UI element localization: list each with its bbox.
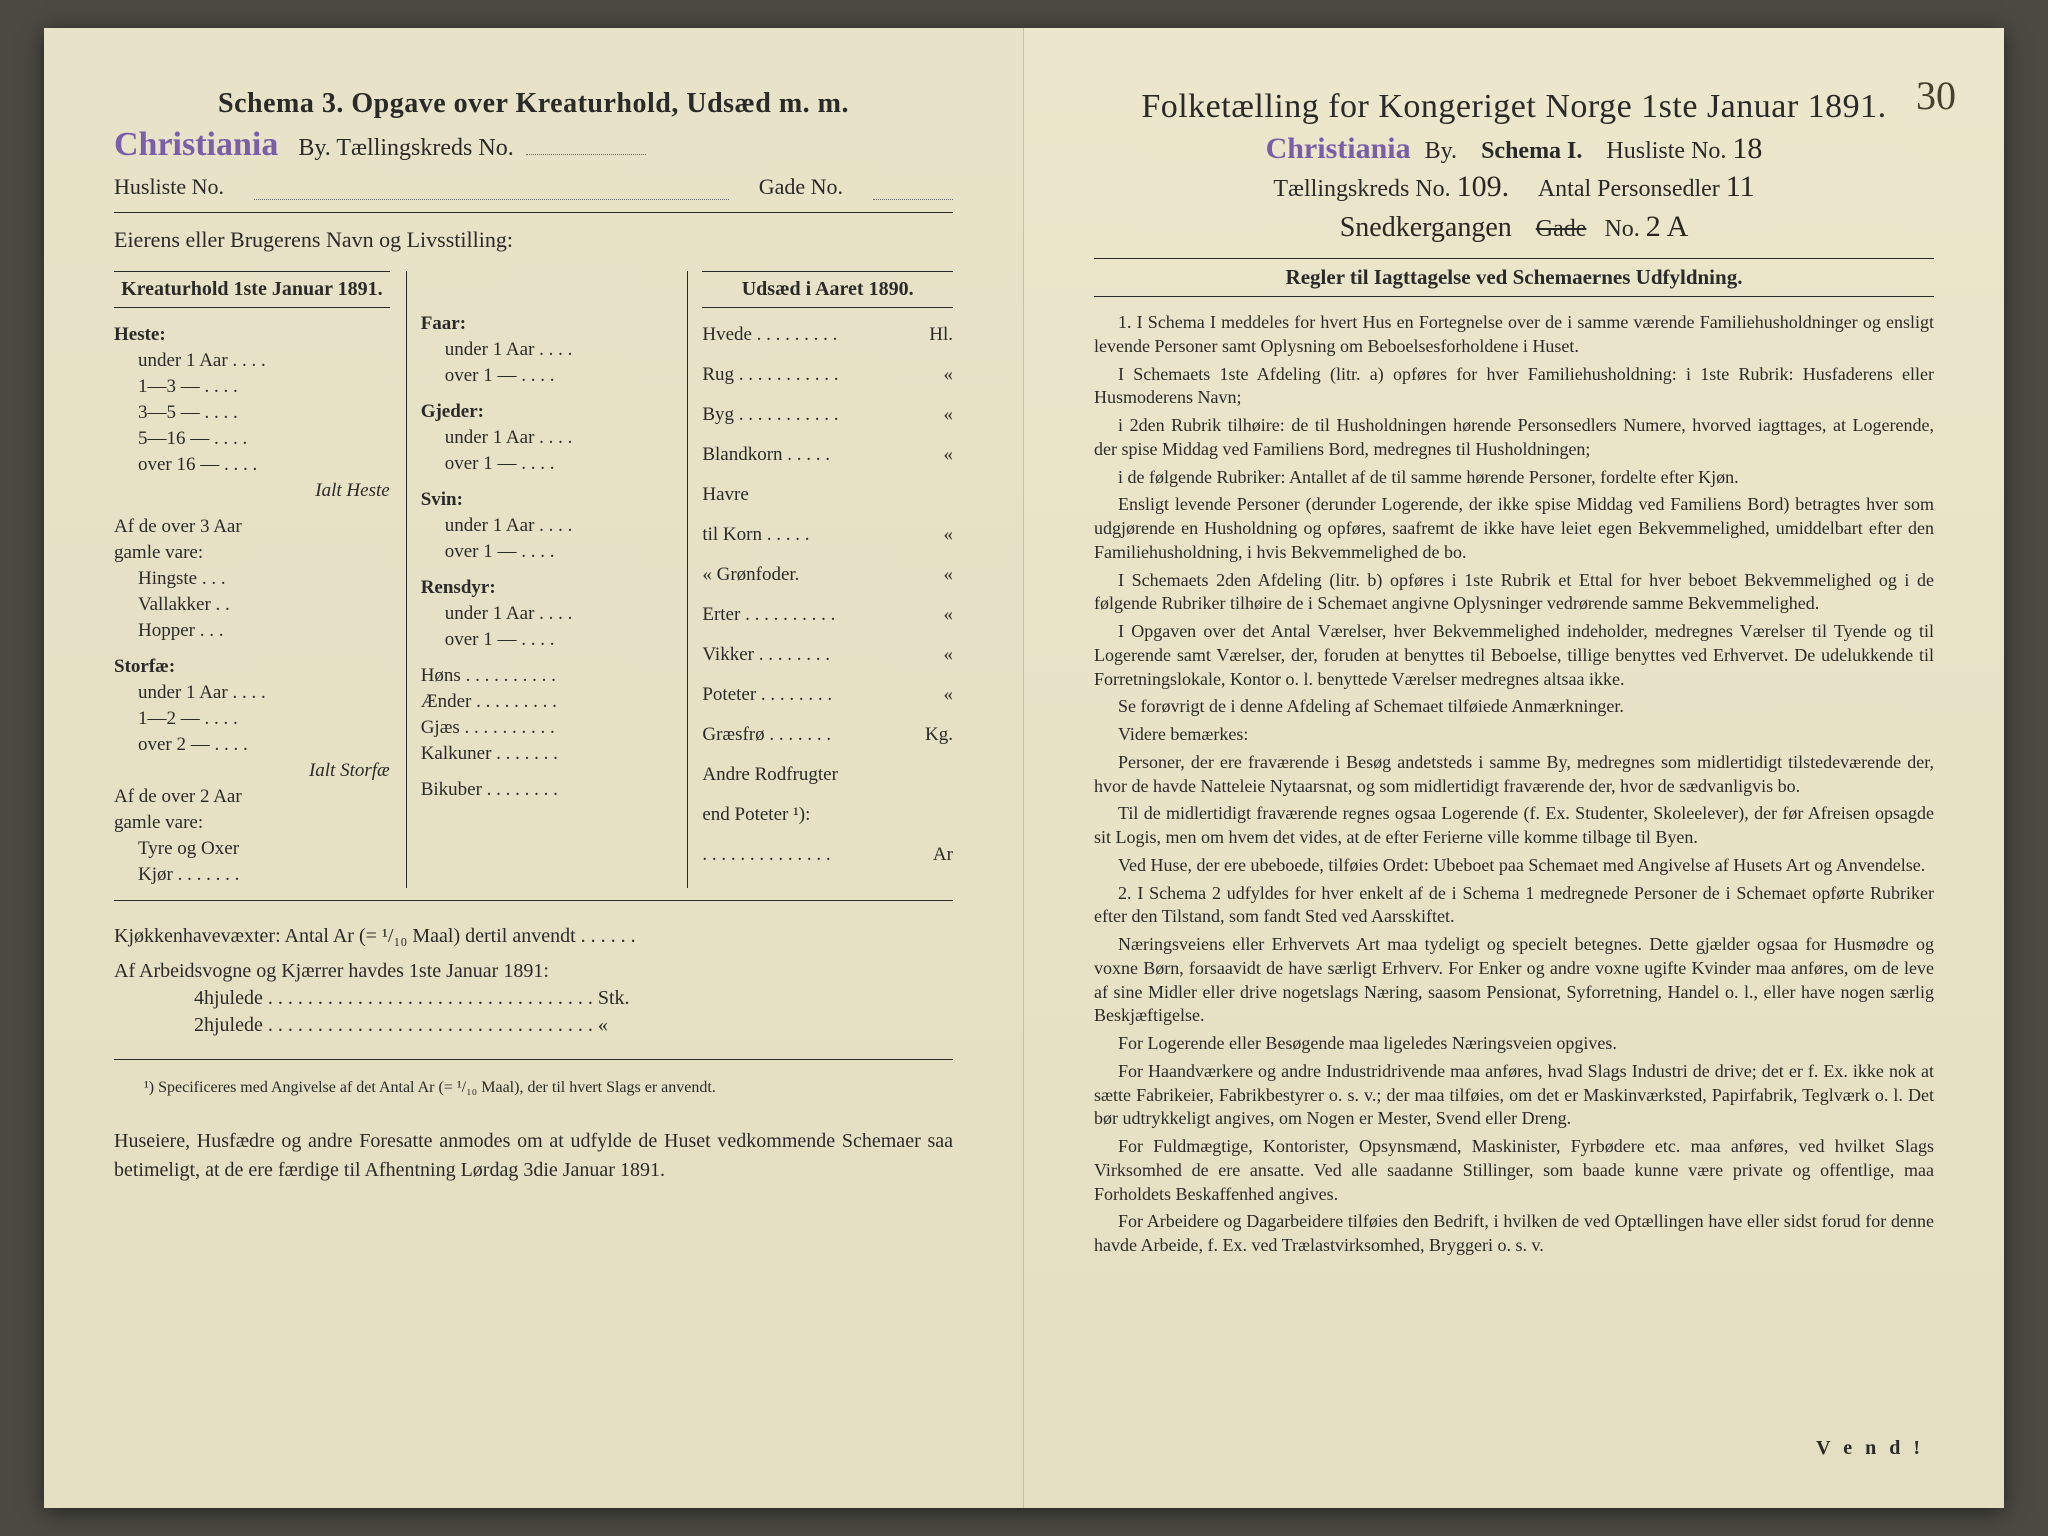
vend-label: V e n d ! bbox=[1816, 1437, 1924, 1460]
rule-paragraph: Ved Huse, der ere ubeboede, tilføies Ord… bbox=[1094, 854, 1934, 878]
left-title: Schema 3. Opgave over Kreaturhold, Udsæd… bbox=[218, 88, 849, 119]
footnote: ¹) Specificeres med Angivelse af det Ant… bbox=[114, 1078, 953, 1099]
udsaed-row: Rug . . . . . . . . . . .« bbox=[702, 362, 953, 388]
rule-paragraph: Personer, der ere fraværende i Besøg and… bbox=[1094, 751, 1934, 799]
udsaed-row: Blandkorn . . . . .« bbox=[702, 442, 953, 468]
udsaed-row: . . . . . . . . . . . . . .Ar bbox=[702, 842, 953, 868]
rule-paragraph: I Schemaets 2den Afdeling (litr. b) opfø… bbox=[1094, 569, 1934, 617]
right-stamp: Christiania bbox=[1266, 132, 1411, 166]
by-kreds-label: By. Tællingskreds No. bbox=[298, 135, 513, 162]
book-spread: Schema 3. Opgave over Kreaturhold, Udsæd… bbox=[44, 28, 2004, 1508]
udsaed-row: Byg . . . . . . . . . . .« bbox=[702, 402, 953, 428]
udsaed-row: end Poteter ¹): bbox=[702, 802, 953, 828]
closing-text: Huseiere, Husfædre og andre Foresatte an… bbox=[114, 1127, 953, 1185]
kreds-no-slot bbox=[526, 154, 646, 155]
rules-body: 1. I Schema I meddeles for hvert Hus en … bbox=[1094, 311, 1934, 1258]
street-hand: Snedkergangen bbox=[1340, 212, 1512, 243]
rule-paragraph: Videre bemærkes: bbox=[1094, 723, 1934, 747]
rule-paragraph: For Fuldmægtige, Kontorister, Opsynsmænd… bbox=[1094, 1135, 1934, 1206]
udsaed-row: « Grønfoder.« bbox=[702, 562, 953, 588]
rule-paragraph: For Arbeidere og Dagarbeidere tilføies d… bbox=[1094, 1210, 1934, 1258]
kreds-no-hand: 109. bbox=[1457, 170, 1510, 203]
udsaed-header: Udsæd i Aaret 1890. bbox=[702, 271, 953, 308]
udsaed-row: Havre bbox=[702, 482, 953, 508]
left-stamp: Christiania bbox=[114, 126, 278, 164]
left-page: Schema 3. Opgave over Kreaturhold, Udsæd… bbox=[44, 28, 1024, 1508]
rule-paragraph: I Opgaven over det Antal Værelser, hver … bbox=[1094, 620, 1934, 691]
rule-paragraph: For Logerende eller Besøgende maa ligele… bbox=[1094, 1032, 1934, 1056]
rule-paragraph: For Haandværkere og andre Industridriven… bbox=[1094, 1060, 1934, 1131]
vogn-header: Af Arbeidsvogne og Kjærrer havdes 1ste J… bbox=[114, 958, 953, 985]
rule-paragraph: Til de midlertidigt fraværende regnes og… bbox=[1094, 802, 1934, 850]
antal-hand: 11 bbox=[1726, 170, 1755, 203]
kreatur-header: Kreaturhold 1ste Januar 1891. bbox=[114, 271, 390, 308]
husliste-label: Husliste No. bbox=[114, 174, 224, 200]
rules-header: Regler til Iagttagelse ved Schemaernes U… bbox=[1094, 258, 1934, 297]
rule-paragraph: i 2den Rubrik tilhøire: de til Husholdni… bbox=[1094, 414, 1934, 462]
rule-paragraph: Se forøvrigt de i denne Afdeling af Sche… bbox=[1094, 695, 1934, 719]
right-title: Folketælling for Kongeriget Norge 1ste J… bbox=[1094, 88, 1934, 126]
rule-paragraph: Næringsveiens eller Erhvervets Art maa t… bbox=[1094, 933, 1934, 1028]
kjokken-line: Kjøkkenhavevæxter: Antal Ar (= ¹/₁₀ Maal… bbox=[114, 923, 953, 950]
rule-paragraph: Ensligt levende Personer (derunder Loger… bbox=[1094, 493, 1934, 564]
udsaed-row: Poteter . . . . . . . .« bbox=[702, 682, 953, 708]
udsaed-row: til Korn . . . . .« bbox=[702, 522, 953, 548]
rule-paragraph: 1. I Schema I meddeles for hvert Hus en … bbox=[1094, 311, 1934, 359]
rule-paragraph: 2. I Schema 2 udfyldes for hver enkelt a… bbox=[1094, 882, 1934, 930]
udsaed-row: Vikker . . . . . . . .« bbox=[702, 642, 953, 668]
gade-label: Gade No. bbox=[759, 174, 843, 200]
gade-no-hand: 2 A bbox=[1646, 210, 1689, 243]
udsaed-row: Erter . . . . . . . . . .« bbox=[702, 602, 953, 628]
rule-paragraph: I Schemaets 1ste Afdeling (litr. a) opfø… bbox=[1094, 363, 1934, 411]
page-number-handwritten: 30 bbox=[1916, 72, 1956, 119]
husliste-no-hand: 18 bbox=[1732, 132, 1762, 165]
rule-paragraph: i de følgende Rubriker: Antallet af de t… bbox=[1094, 466, 1934, 490]
udsaed-row: Andre Rodfrugter bbox=[702, 762, 953, 788]
right-page: 30 Folketælling for Kongeriget Norge 1st… bbox=[1024, 28, 2004, 1508]
udsaed-row: Græsfrø . . . . . . .Kg. bbox=[702, 722, 953, 748]
owner-label: Eierens eller Brugerens Navn og Livsstil… bbox=[114, 227, 953, 253]
livestock-table: Kreaturhold 1ste Januar 1891. Heste: und… bbox=[114, 271, 953, 888]
udsaed-row: Hvede . . . . . . . . .Hl. bbox=[702, 322, 953, 348]
